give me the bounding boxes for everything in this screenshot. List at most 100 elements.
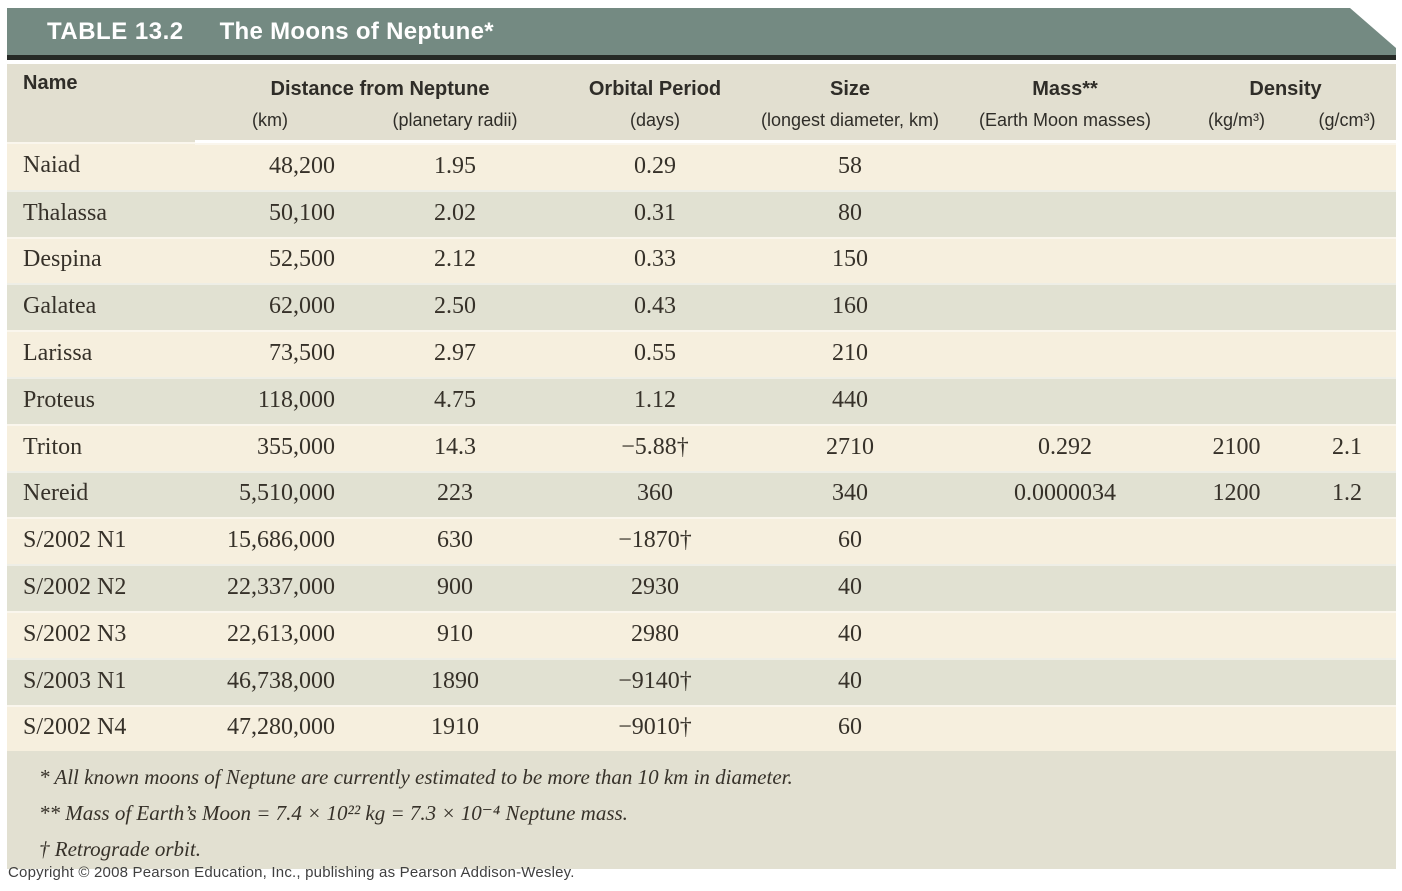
planetary-radii: 2.97	[345, 330, 565, 377]
size-km: 80	[745, 189, 955, 237]
density-kg-m3	[1175, 236, 1298, 284]
orbital-period-days: 1.12	[565, 376, 745, 424]
orbital-period-days: 0.33	[565, 236, 745, 284]
orbital-period-days: 0.29	[565, 141, 745, 190]
moon-name: S/2002 N1	[7, 517, 195, 565]
mass-earth-moon	[955, 236, 1175, 284]
density-kg-m3	[1175, 376, 1298, 424]
table-title: The Moons of Neptune*	[219, 17, 494, 45]
table-row: S/2002 N1 15,686,000 630 −1870† 60	[7, 517, 1396, 565]
distance-km: 118,000	[195, 376, 345, 424]
orbital-period-days: 0.43	[565, 283, 745, 331]
moon-name: S/2003 N1	[7, 657, 195, 705]
planetary-radii: 2.12	[345, 236, 565, 284]
moon-name: Galatea	[7, 283, 195, 331]
planetary-radii: 223	[345, 470, 565, 518]
orbital-period-days: 0.55	[565, 330, 745, 377]
title-bar: TABLE 13.2 The Moons of Neptune*	[7, 8, 1396, 55]
size-km: 210	[745, 330, 955, 377]
size-km: 440	[745, 376, 955, 424]
mass-earth-moon	[955, 517, 1175, 565]
footnotes: * All known moons of Neptune are current…	[7, 751, 1396, 870]
density-g-cm3	[1298, 704, 1396, 752]
distance-km: 50,100	[195, 189, 345, 237]
unit-planetary-radii: (planetary radii)	[345, 106, 565, 143]
density-kg-m3: 1200	[1175, 470, 1298, 518]
density-kg-m3	[1175, 704, 1298, 752]
table-row: Thalassa 50,100 2.02 0.31 80	[7, 189, 1396, 237]
header-row-main: Name Distance from Neptune Orbital Perio…	[7, 64, 1396, 142]
col-header-distance: Distance from Neptune	[195, 64, 565, 106]
planetary-radii: 900	[345, 564, 565, 611]
mass-earth-moon	[955, 141, 1175, 190]
unit-g-cm3: (g/cm³)	[1298, 106, 1396, 143]
planetary-radii: 14.3	[345, 423, 565, 471]
mass-earth-moon	[955, 283, 1175, 331]
density-kg-m3	[1175, 141, 1298, 190]
size-km: 58	[745, 141, 955, 190]
size-km: 40	[745, 610, 955, 658]
table-body: Naiad 48,200 1.95 0.29 58 Thalassa 50,10…	[7, 141, 1396, 752]
col-header-name: Name	[7, 64, 195, 142]
density-g-cm3	[1298, 517, 1396, 565]
planetary-radii: 2.50	[345, 283, 565, 331]
size-km: 40	[745, 657, 955, 705]
moon-name: Thalassa	[7, 189, 195, 237]
footnote-diameter: * All known moons of Neptune are current…	[39, 765, 793, 790]
density-kg-m3	[1175, 657, 1298, 705]
distance-km: 52,500	[195, 236, 345, 284]
density-g-cm3: 2.1	[1298, 423, 1396, 471]
distance-km: 355,000	[195, 423, 345, 471]
table-row: Triton 355,000 14.3 −5.88† 2710 0.292 21…	[7, 423, 1396, 471]
footnote-mass: ** Mass of Earth’s Moon = 7.4 × 10²² kg …	[39, 801, 628, 826]
unit-days: (days)	[565, 106, 745, 143]
distance-km: 22,613,000	[195, 610, 345, 658]
planetary-radii: 910	[345, 610, 565, 658]
mass-earth-moon	[955, 376, 1175, 424]
orbital-period-days: 2980	[565, 610, 745, 658]
density-g-cm3	[1298, 330, 1396, 377]
density-g-cm3	[1298, 236, 1396, 284]
table-row: S/2002 N3 22,613,000 910 2980 40	[7, 610, 1396, 658]
moon-name: Proteus	[7, 376, 195, 424]
copyright-line: Copyright © 2008 Pearson Education, Inc.…	[8, 864, 575, 881]
moon-name: S/2002 N3	[7, 610, 195, 658]
planetary-radii: 1.95	[345, 141, 565, 190]
unit-kg-m3: (kg/m³)	[1175, 106, 1298, 143]
density-g-cm3: 1.2	[1298, 470, 1396, 518]
mass-earth-moon: 0.292	[955, 423, 1175, 471]
footnote-retrograde: † Retrograde orbit.	[39, 837, 201, 862]
size-km: 340	[745, 470, 955, 518]
planetary-radii: 1890	[345, 657, 565, 705]
table-header: Name Distance from Neptune Orbital Perio…	[7, 64, 1396, 143]
size-km: 160	[745, 283, 955, 331]
planetary-radii: 2.02	[345, 189, 565, 237]
size-km: 150	[745, 236, 955, 284]
mass-earth-moon	[955, 657, 1175, 705]
density-kg-m3	[1175, 610, 1298, 658]
mass-earth-moon	[955, 704, 1175, 752]
distance-km: 73,500	[195, 330, 345, 377]
orbital-period-days: −5.88†	[565, 423, 745, 471]
col-header-mass: Mass**	[955, 64, 1175, 106]
table-row: Nereid 5,510,000 223 360 340 0.0000034 1…	[7, 470, 1396, 518]
orbital-period-days: −9010†	[565, 704, 745, 752]
density-kg-m3: 2100	[1175, 423, 1298, 471]
density-g-cm3	[1298, 189, 1396, 237]
mass-earth-moon	[955, 189, 1175, 237]
unit-earth-moon-masses: (Earth Moon masses)	[955, 106, 1175, 143]
moon-name: S/2002 N4	[7, 704, 195, 752]
table-row: S/2003 N1 46,738,000 1890 −9140† 40	[7, 657, 1396, 705]
moon-name: Larissa	[7, 330, 195, 377]
table-row: S/2002 N2 22,337,000 900 2930 40	[7, 564, 1396, 611]
size-km: 60	[745, 704, 955, 752]
table-row: Galatea 62,000 2.50 0.43 160	[7, 283, 1396, 331]
density-kg-m3	[1175, 330, 1298, 377]
orbital-period-days: 0.31	[565, 189, 745, 237]
moon-name: S/2002 N2	[7, 564, 195, 611]
mass-earth-moon	[955, 564, 1175, 611]
distance-km: 48,200	[195, 141, 345, 190]
density-kg-m3	[1175, 564, 1298, 611]
header-row-units: (km) (planetary radii) (days) (longest d…	[7, 106, 1396, 143]
density-g-cm3	[1298, 657, 1396, 705]
